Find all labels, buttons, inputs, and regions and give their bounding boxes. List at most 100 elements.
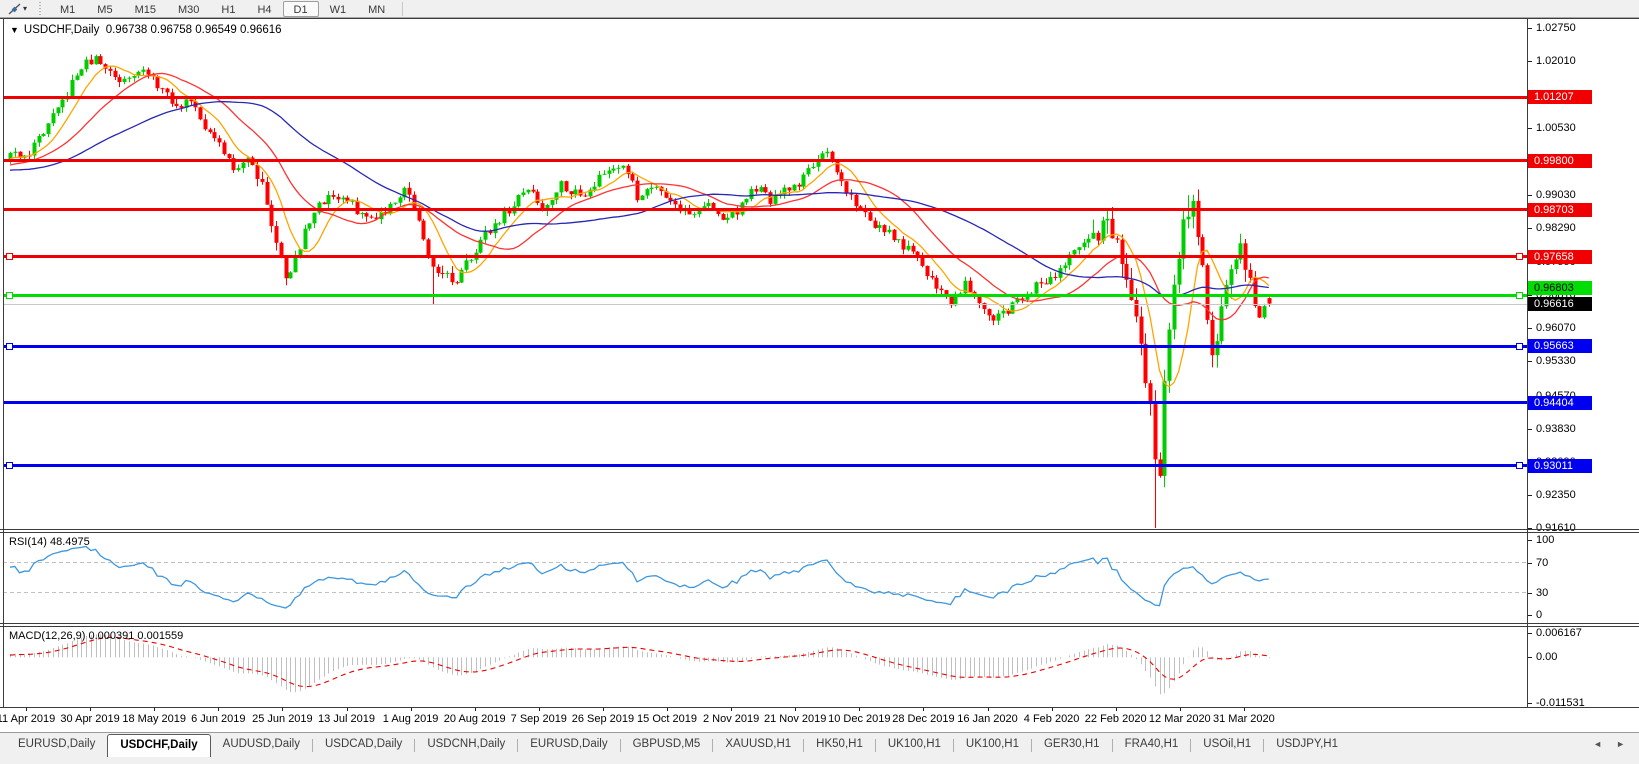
tab-separator: [874, 739, 876, 752]
tab-audusd-daily[interactable]: AUDUSD,Daily: [222, 738, 300, 750]
date-tick: [1243, 708, 1245, 711]
timeframe-button-m30[interactable]: M30: [177, 3, 200, 16]
tab-separator: [1190, 739, 1192, 752]
timeframe-button-mn[interactable]: MN: [368, 3, 386, 16]
macd-panel[interactable]: MACD(12,26,9) 0.000391 0.001559: [3, 627, 1527, 707]
date-tick: [26, 708, 27, 711]
tab-separator: [619, 739, 621, 752]
date-label: 13 Jul 2019: [318, 713, 375, 725]
price-level-line[interactable]: [3, 464, 1527, 467]
chart-title: ▼ USDCHF,Daily 0.96738 0.96758 0.96549 0.…: [10, 24, 282, 36]
tab-eurusd-daily[interactable]: EURUSD,Daily: [530, 738, 608, 750]
splitter-line[interactable]: [0, 532, 1639, 533]
price-level-badge: 0.99800: [1528, 153, 1592, 168]
price-level-line[interactable]: [3, 95, 1527, 99]
date-label: 20 Aug 2019: [443, 713, 506, 725]
rsi-axis-label: 70: [1536, 556, 1549, 569]
tab-usdjpy-h1[interactable]: USDJPY,H1: [1276, 738, 1338, 750]
price-level-line[interactable]: [3, 344, 1527, 348]
date-label: 28 Dec 2019: [892, 713, 955, 725]
chart-dropdown-icon[interactable]: ▼: [10, 25, 19, 35]
price-level-badge: 1.01207: [1528, 90, 1592, 105]
tab-usdchf-daily[interactable]: USDCHF,Daily: [107, 734, 211, 757]
level-line-handle[interactable]: [1516, 291, 1523, 299]
tabs-scroll-left-icon[interactable]: ◄: [1593, 739, 1603, 749]
timeframe-button-m1[interactable]: M1: [60, 3, 76, 16]
rsi-label: RSI(14) 48.4975: [9, 536, 90, 548]
tab-uk100-h1[interactable]: UK100,H1: [965, 738, 1019, 750]
date-label: 18 May 2019: [122, 713, 186, 725]
tool-dropdown-caret-icon[interactable]: ▾: [23, 4, 28, 13]
timeframe-button-h1[interactable]: H1: [221, 3, 236, 16]
date-label: 15 Oct 2019: [637, 713, 697, 725]
tab-usoil-h1[interactable]: USOil,H1: [1203, 738, 1252, 750]
price-axis-label: 0.95330: [1536, 355, 1576, 368]
price-level-line[interactable]: [3, 159, 1527, 162]
axis-tick: [1528, 615, 1532, 616]
toolbar-grip[interactable]: [38, 2, 44, 15]
timeframe-button-m5[interactable]: M5: [97, 3, 113, 16]
timeframe-button-h4[interactable]: H4: [257, 3, 272, 16]
tabs-scroll-right-icon[interactable]: ►: [1616, 739, 1625, 749]
rsi-axis-label: 100: [1536, 534, 1555, 546]
price-axis-label: 1.00530: [1536, 121, 1576, 134]
level-line-handle[interactable]: [6, 253, 13, 261]
price-axis-label: 0.93830: [1536, 422, 1576, 435]
date-tick: [538, 708, 540, 711]
tab-separator: [1263, 739, 1265, 752]
tab-ger30-h1[interactable]: GER30,H1: [1043, 738, 1100, 750]
splitter-line[interactable]: [0, 529, 1639, 530]
date-label: 16 Jan 2020: [957, 713, 1018, 725]
price-level-badge: 0.93011: [1528, 458, 1592, 473]
price-level-line[interactable]: [3, 293, 1527, 297]
date-tick: [90, 708, 92, 711]
price-level-line[interactable]: [3, 208, 1527, 212]
date-tick: [1115, 708, 1117, 711]
macd-signal-line: [9, 636, 1269, 688]
date-label: 4 Feb 2020: [1023, 713, 1080, 725]
date-label: 6 Jun 2019: [191, 713, 246, 725]
level-line-handle[interactable]: [1516, 253, 1523, 261]
chart-tab-bar: EURUSD,Daily USDCHF,Daily AUDUSD,Daily USDC…: [0, 732, 1639, 764]
level-line-handle[interactable]: [6, 291, 13, 299]
level-line-handle[interactable]: [1516, 342, 1523, 350]
axis-tick: [1528, 127, 1532, 129]
level-line-handle[interactable]: [1516, 462, 1523, 469]
date-tick: [667, 708, 668, 711]
main-chart-panel[interactable]: ▼ USDCHF,Daily 0.96738 0.96758 0.96549 0.…: [3, 19, 1527, 528]
trendline-tool-button[interactable]: ▾: [4, 1, 30, 17]
rsi-panel[interactable]: RSI(14) 48.4975: [3, 533, 1527, 622]
timeframe-button-m15[interactable]: M15: [134, 3, 156, 16]
date-tick: [346, 708, 348, 711]
timeframe-button-d1[interactable]: D1: [282, 0, 319, 17]
date-label: 31 Mar 2020: [1213, 713, 1275, 725]
axis-tick: [1528, 61, 1532, 63]
tab-usdcad-daily[interactable]: USDCAD,Daily: [324, 738, 403, 750]
tab-eurusd-daily[interactable]: EURUSD,Daily: [18, 738, 96, 750]
timeframe-button-w1[interactable]: W1: [329, 3, 347, 16]
date-tick: [1051, 708, 1053, 711]
splitter-line[interactable]: [0, 626, 1639, 627]
current-price-line: [3, 303, 1527, 305]
tab-fra40-h1[interactable]: FRA40,H1: [1124, 738, 1179, 750]
rsi-svg: [3, 545, 1527, 609]
tab-usdcnh-daily[interactable]: USDCNH,Daily: [427, 738, 506, 750]
price-axis: 1.027501.020101.012701.005300.997900.990…: [1528, 18, 1639, 709]
tab-separator: [414, 739, 416, 752]
level-line-handle[interactable]: [6, 462, 13, 469]
price-axis-label: 1.02010: [1536, 55, 1576, 68]
macd-axis-label: 0.006167: [1536, 627, 1582, 639]
tab-hk50-h1[interactable]: HK50,H1: [816, 738, 863, 750]
tab-uk100-h1[interactable]: UK100,H1: [887, 738, 941, 750]
axis-tick: [1528, 28, 1532, 29]
tab-gbpusd-m5[interactable]: GBPUSD,M5: [632, 738, 701, 750]
price-axis-label: 0.91610: [1536, 522, 1576, 534]
trendline-tool-icon: [8, 3, 21, 14]
date-label: 30 Apr 2019: [60, 713, 120, 725]
tab-xauusd-h1[interactable]: XAUUSD,H1: [725, 738, 792, 750]
splitter-line[interactable]: [0, 623, 1639, 624]
level-line-handle[interactable]: [6, 342, 13, 350]
price-level-line[interactable]: [3, 401, 1527, 405]
price-level-line[interactable]: [3, 255, 1527, 259]
tab-separator: [952, 739, 954, 752]
